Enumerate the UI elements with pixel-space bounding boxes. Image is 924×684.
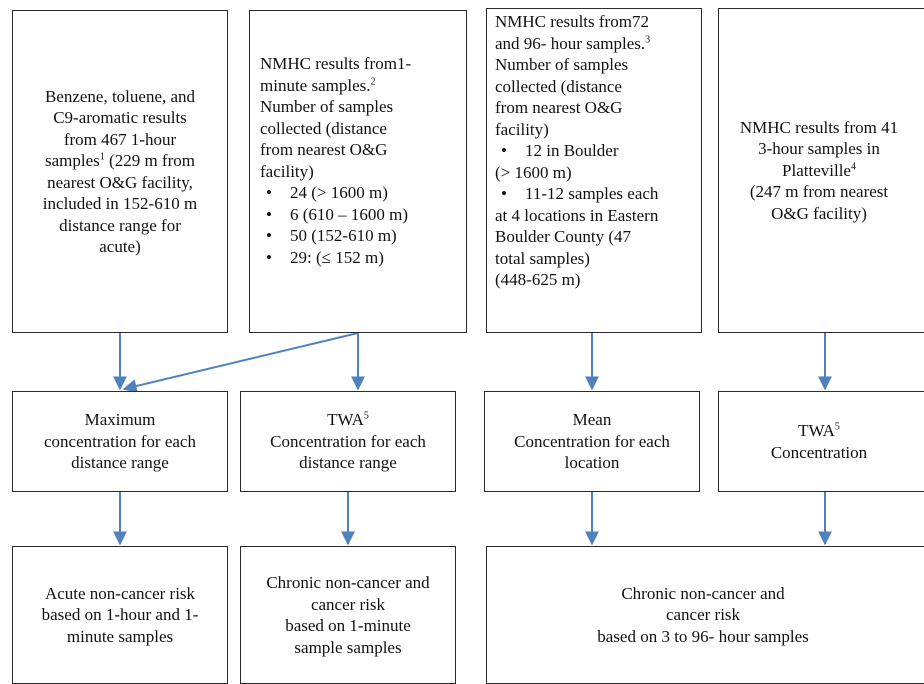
top-box3-line: and 96- hour samples.3 [495, 33, 697, 55]
bullet-dot: • [266, 247, 272, 267]
middle-box3-line: Mean [572, 410, 612, 430]
top-box-nmhc-1-minute: NMHC results from1- minute samples.2 Num… [249, 10, 467, 333]
top-box-nmhc-72-96-hour: NMHC results from72 and 96- hour samples… [486, 8, 702, 333]
bullet-dot: • [266, 226, 272, 245]
middle-box2-line: distance range [299, 453, 397, 473]
middle-box2-line: TWA5 [327, 409, 369, 431]
middle-box3-line: Concentration for each [514, 431, 670, 451]
bottom-box-chronic-risk-3-96-hour: Chronic non-cancer and cancer risk based… [486, 546, 924, 684]
bottom-box-chronic-risk-1-minute: Chronic non-cancer and cancer risk based… [240, 546, 456, 684]
bottom-box3-line: based on 3 to 96- hour samples [597, 626, 809, 646]
footnote-4: 4 [850, 161, 856, 173]
top-box-nmhc-3-hour-platteville: NMHC results from 41 3-hour samples in P… [718, 8, 924, 333]
middle-box1-line: distance range [71, 453, 169, 473]
top-box1-line: included in 152-610 m [42, 194, 198, 213]
bottom-box3-line: Chronic non-cancer and [621, 583, 785, 603]
twa-label: TWA [798, 421, 835, 440]
top-box4-line3-pre: Platteville [782, 160, 851, 180]
bottom-box1-line: based on 1-hour and 1- [41, 605, 199, 625]
middle-box1-line: concentration for each [44, 431, 196, 451]
top-box1-line4-pre: samples [45, 151, 100, 170]
top-box1-line: Benzene, toluene, and [44, 86, 196, 106]
middle-box-twa-concentration: TWA5 Concentration [718, 391, 924, 492]
middle-box2-line: Concentration for each [270, 431, 426, 451]
top-box3-line: facility) [495, 119, 549, 139]
middle-box3-line: location [564, 453, 620, 473]
footnote-5: 5 [363, 410, 369, 422]
bullet-item: • 24 (> 1600 m) [260, 182, 460, 204]
top-box2-line2-pre: minute samples. [260, 75, 371, 95]
footnote-1: 1 [99, 151, 105, 163]
top-box4-line: NMHC results from 41 [739, 117, 899, 137]
top-box1-line: distance range for [59, 215, 181, 235]
top-box3-line: Number of samples [495, 55, 629, 74]
bullet-continuation: Boulder County (47 [495, 227, 631, 246]
top-box4-line: 3-hour samples in [758, 139, 880, 159]
bullet-text: 24 (> 1600 m) [290, 183, 388, 202]
top-box1-line: acute) [99, 237, 141, 256]
bullet-dot: • [501, 141, 507, 160]
footnote-2: 2 [370, 75, 376, 87]
bullet-item: • 29: (≤ 152 m) [260, 247, 460, 269]
top-box4-line: O&G facility) [771, 203, 867, 223]
bullet-continuation: at 4 locations in Eastern [495, 205, 659, 225]
middle-box1-line: Maximum [84, 410, 156, 430]
bottom-box2-line: sample samples [294, 637, 402, 657]
bottom-box2-line: Chronic non-cancer and [266, 573, 430, 592]
top-box2-line: from nearest O&G [260, 140, 388, 159]
middle-box-twa-distance: TWA5 Concentration for each distance ran… [240, 391, 456, 492]
bullet-text: 6 (610 – 1600 m) [290, 204, 409, 224]
twa-label: TWA [327, 410, 364, 430]
top-box-benzene-toluene: Benzene, toluene, and C9-aromatic result… [12, 10, 228, 333]
top-box1-line: C9-aromatic results [53, 108, 187, 127]
top-box3-line: from nearest O&G [495, 98, 623, 117]
bottom-box2-line: cancer risk [310, 594, 386, 614]
bullet-dot: • [501, 184, 507, 203]
top-box3-line: collected (distance [495, 76, 622, 96]
bullet-text: 12 in Boulder [525, 141, 619, 160]
bullet-continuation: (448-625 m) [495, 270, 581, 289]
bullet-text: 29: (≤ 152 m) [290, 247, 384, 267]
bullet-item: • 11-12 samples each [495, 183, 697, 205]
top-box1-line: nearest O&G facility, [47, 172, 193, 192]
bullet-item: • 50 (152-610 m) [260, 225, 460, 247]
top-box4-line: (247 m from nearest [749, 182, 889, 202]
bullet-text: 11-12 samples each [525, 184, 659, 203]
middle-box-mean-concentration: Mean Concentration for each location [484, 391, 700, 492]
bottom-box3-line: cancer risk [665, 605, 741, 625]
top-box2-line: Number of samples [260, 97, 394, 116]
top-box2-line: minute samples.2 [260, 75, 460, 97]
footnote-5: 5 [834, 421, 840, 433]
bullet-continuation: total samples) [495, 248, 590, 268]
bottom-box1-line: Acute non-cancer risk [44, 583, 196, 603]
bullet-item: • 12 in Boulder [495, 140, 697, 162]
top-box2-line: collected (distance [260, 118, 387, 138]
bullet-dot: • [266, 204, 272, 224]
middle-box4-line: TWA5 [798, 420, 840, 442]
bullet-text: 50 (152-610 m) [290, 226, 397, 245]
bullet-dot: • [266, 183, 272, 202]
bottom-box2-line: based on 1-minute [285, 616, 411, 635]
top-box3-line2-pre: and 96- hour samples. [495, 33, 646, 53]
bullet-item: • 6 (610 – 1600 m) [260, 204, 460, 226]
top-box3-line: NMHC results from72 [495, 12, 649, 31]
top-box1-line: from 467 1-hour [63, 129, 177, 149]
middle-box-maximum-concentration: Maximum concentration for each distance … [12, 391, 228, 492]
bullet-continuation: (> 1600 m) [495, 162, 572, 182]
middle-box4-line: Concentration [770, 442, 868, 462]
top-box1-line: samples1 (229 m from [45, 150, 195, 172]
bottom-box1-line: minute samples [66, 626, 174, 646]
bottom-box-acute-risk: Acute non-cancer risk based on 1-hour an… [12, 546, 228, 684]
top-box4-line: Platteville4 [782, 160, 856, 182]
top-box2-line: NMHC results from1- [260, 54, 412, 73]
top-box2-line: facility) [260, 161, 314, 181]
top-box1-line4-post: (229 m from [104, 151, 195, 170]
arrow-box2-to-max [122, 332, 359, 393]
footnote-3: 3 [645, 33, 651, 45]
